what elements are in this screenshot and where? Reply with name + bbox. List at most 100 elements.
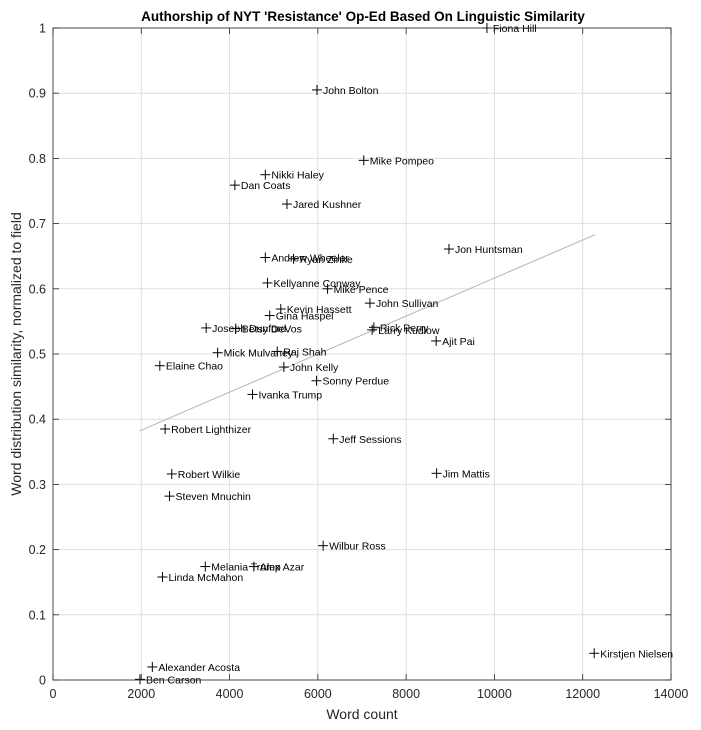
point-label: Dan Coats xyxy=(241,180,291,192)
point-label: Jared Kushner xyxy=(293,199,362,211)
point-label: Wilbur Ross xyxy=(329,541,386,553)
x-tick-label: 10000 xyxy=(477,687,512,701)
y-tick-label: 1 xyxy=(39,22,46,36)
data-point: Andrew Wheeler xyxy=(260,252,349,265)
point-label: Mick Mulvaney xyxy=(224,348,294,360)
x-tick-label: 8000 xyxy=(392,687,420,701)
point-label: Melania Trump xyxy=(211,562,281,574)
data-point: Sonny Perdue xyxy=(311,375,390,388)
data-point: Ryan Zinke xyxy=(288,253,353,266)
point-label: Ajit Pai xyxy=(442,336,475,348)
data-point: Mike Pompeo xyxy=(358,155,434,167)
data-point: Mick Mulvaney xyxy=(212,347,294,360)
y-axis-label: Word distribution similarity, normalized… xyxy=(8,212,24,495)
point-label: Rick Perry xyxy=(380,322,429,334)
data-point: Nikki Haley xyxy=(260,169,325,182)
data-point: Kellyanne Conway xyxy=(262,277,362,290)
point-label: Ivanka Trump xyxy=(259,389,323,401)
point-label: Mike Pompeo xyxy=(370,155,434,167)
x-tick-label: 0 xyxy=(50,687,57,701)
y-tick-label: 0.6 xyxy=(29,282,46,296)
data-point: Raj Shah xyxy=(272,346,327,358)
point-label: John Kelly xyxy=(290,362,339,374)
data-point: Steven Mnuchin xyxy=(164,491,251,503)
point-label: Jeff Sessions xyxy=(339,434,401,446)
trend-line-layer xyxy=(139,234,596,432)
data-point: Kevin Hassett xyxy=(275,304,352,316)
point-label: Joseph Dunford xyxy=(212,323,286,335)
point-label: Alexander Acosta xyxy=(158,662,240,674)
point-label: Nikki Haley xyxy=(271,170,324,182)
point-label: Kellyanne Conway xyxy=(274,278,362,290)
point-label: Mike Pence xyxy=(334,284,389,296)
data-point: Larry Kudlow xyxy=(367,324,440,337)
point-label: Sonny Perdue xyxy=(323,376,390,388)
data-point: Joseph Dunford xyxy=(201,322,286,335)
point-label: John Sullivan xyxy=(376,298,439,310)
data-point: Betsy DeVos xyxy=(230,323,302,336)
point-label: Ryan Zinke xyxy=(300,254,353,266)
axis-ticks: 0 2000 4000 6000 8000 10000 12000 14000 0 0.1 0.2 0… xyxy=(29,22,689,702)
data-point: John Sullivan xyxy=(364,298,439,310)
x-tick-label: 14000 xyxy=(654,687,689,701)
point-label: Robert Lighthizer xyxy=(171,424,251,436)
y-tick-label: 0.7 xyxy=(29,217,46,231)
data-point: Melania Trump xyxy=(200,561,281,574)
point-label: Betsy DeVos xyxy=(242,324,302,336)
point-label: Fiona Hill xyxy=(493,23,537,35)
point-label: Raj Shah xyxy=(283,346,326,358)
data-points: Fiona Hill John Bolton Mike Pompeo Nikki Ha… xyxy=(134,23,673,686)
x-axis-label: Word count xyxy=(326,706,397,722)
y-tick-label: 0.1 xyxy=(29,608,46,622)
data-point: Alex Azar xyxy=(248,561,305,574)
chart-title: Authorship of NYT 'Resistance' Op-Ed Bas… xyxy=(141,9,585,24)
data-point: Gina Haspel xyxy=(264,310,334,323)
data-point: Jon Huntsman xyxy=(443,244,523,256)
data-point: Mike Pence xyxy=(322,283,389,296)
point-label: Gina Haspel xyxy=(276,311,334,323)
data-point: Elaine Chao xyxy=(154,360,223,373)
point-label: Jim Mattis xyxy=(443,468,490,480)
data-point: Rick Perry xyxy=(368,322,429,334)
x-tick-label: 2000 xyxy=(127,687,155,701)
point-label: Linda McMahon xyxy=(168,572,243,584)
data-point: Dan Coats xyxy=(229,180,291,192)
data-point: Ajit Pai xyxy=(431,335,475,348)
point-label: Larry Kudlow xyxy=(378,325,440,337)
y-tick-label: 0.2 xyxy=(29,543,46,557)
y-tick-label: 0.8 xyxy=(29,152,46,166)
data-point: Ivanka Trump xyxy=(247,389,323,401)
data-point: Robert Wilkie xyxy=(166,468,241,481)
point-label: Robert Wilkie xyxy=(178,469,241,481)
x-tick-label: 12000 xyxy=(565,687,600,701)
trend-line xyxy=(139,234,596,432)
data-point: Kirstjen Nielsen xyxy=(589,648,673,660)
point-label: Alex Azar xyxy=(260,562,305,574)
y-tick-label: 0 xyxy=(39,674,46,688)
y-tick-label: 0.3 xyxy=(29,478,46,492)
data-point: Wilbur Ross xyxy=(318,540,386,553)
point-label: Kevin Hassett xyxy=(287,304,352,316)
data-point: Linda McMahon xyxy=(157,571,243,584)
point-label: Andrew Wheeler xyxy=(271,253,349,265)
data-point: John Bolton xyxy=(311,84,379,97)
point-label: Elaine Chao xyxy=(166,361,223,373)
data-point: Alexander Acosta xyxy=(147,661,240,674)
data-point: Jared Kushner xyxy=(281,199,362,211)
data-point: Jeff Sessions xyxy=(328,433,402,446)
data-point: Fiona Hill xyxy=(481,23,537,35)
y-tick-label: 0.4 xyxy=(29,413,46,427)
x-tick-label: 6000 xyxy=(304,687,332,701)
x-tick-label: 4000 xyxy=(216,687,244,701)
point-label: Kirstjen Nielsen xyxy=(600,648,673,660)
data-point: Robert Lighthizer xyxy=(160,423,252,436)
y-tick-label: 0.5 xyxy=(29,348,46,362)
grid-lines xyxy=(52,27,672,681)
data-point: John Kelly xyxy=(278,362,339,374)
y-tick-label: 0.9 xyxy=(29,87,46,101)
point-label: John Bolton xyxy=(323,85,379,97)
data-point: Jim Mattis xyxy=(431,468,490,480)
point-label: Jon Huntsman xyxy=(455,244,523,256)
point-label: Steven Mnuchin xyxy=(176,491,251,503)
